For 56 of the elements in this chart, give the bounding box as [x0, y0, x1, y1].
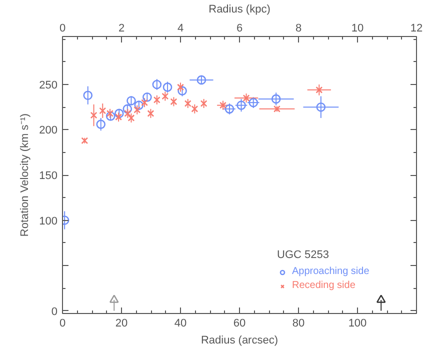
y-tick-label: 150: [39, 170, 58, 182]
point: [316, 86, 323, 94]
x-tick-label: 100: [348, 318, 367, 330]
x-tick-label: 20: [115, 318, 128, 330]
point: [122, 104, 132, 114]
y-tick-label: 250: [39, 79, 58, 92]
point: [109, 294, 119, 303]
point: [273, 105, 280, 112]
y-tick-label: 200: [39, 124, 58, 137]
y-axis-title: Rotation Velocity (km s⁻¹): [19, 113, 32, 237]
x2-tick-label: 6: [236, 22, 243, 34]
point: [81, 137, 88, 144]
point: [115, 114, 122, 121]
point: [316, 102, 326, 112]
y-tick-label: 0: [51, 306, 58, 318]
x2-tick-label: 8: [295, 22, 302, 34]
legend-label: Approaching side: [292, 266, 370, 277]
x2-axis-title: Radius (kpc): [208, 4, 270, 16]
point: [200, 100, 208, 107]
x-axis-title: Radius (arcsec): [200, 334, 278, 346]
point: [242, 94, 250, 102]
x2-tick-label: 2: [118, 22, 125, 34]
point: [220, 102, 226, 109]
point: [224, 104, 234, 114]
point: [141, 99, 148, 106]
point: [184, 100, 192, 107]
point: [162, 82, 172, 92]
point: [90, 112, 98, 119]
point: [153, 96, 160, 104]
point: [152, 80, 162, 90]
point: [271, 94, 281, 104]
point: [376, 294, 386, 303]
point: [191, 105, 198, 112]
point: [134, 100, 144, 110]
x-tick-label: 0: [59, 318, 66, 330]
point: [142, 92, 152, 102]
y-tick-label: 100: [39, 215, 58, 228]
point: [83, 90, 93, 100]
point: [114, 108, 124, 118]
point: [196, 75, 206, 85]
legend-label: Receding side: [292, 280, 356, 291]
point: [170, 98, 178, 106]
x2-tick-label: 0: [59, 22, 66, 34]
point: [126, 96, 136, 106]
point: [178, 86, 187, 96]
point: [147, 110, 154, 117]
point: [177, 84, 184, 91]
point: [162, 92, 169, 100]
x2-tick-label: 4: [177, 22, 184, 34]
x2-tick-label: 12: [410, 22, 423, 34]
x-tick-label: 60: [233, 318, 246, 330]
legend-title: UGC 5253: [277, 249, 330, 261]
x2-tick-label: 10: [351, 22, 364, 34]
x-tick-label: 80: [292, 318, 305, 330]
x-tick-label: 40: [174, 318, 187, 330]
point: [96, 120, 106, 129]
